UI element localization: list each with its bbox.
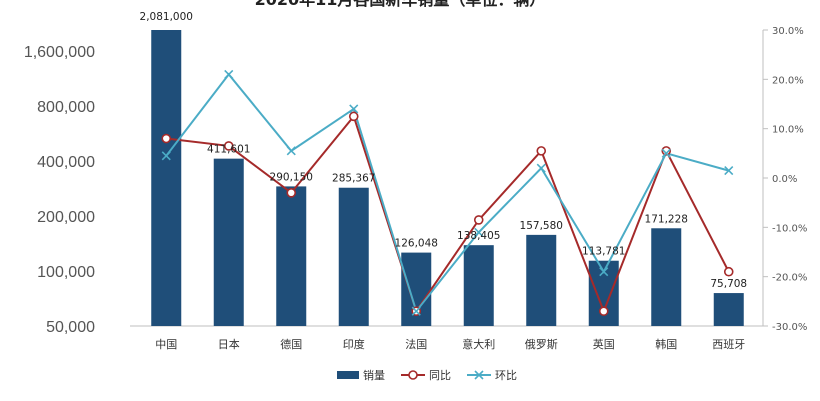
bar [338, 187, 369, 326]
x-tick-label: 中国 [155, 338, 177, 351]
point-marker [724, 166, 734, 176]
x-tick-label: 印度 [343, 337, 365, 351]
point-marker [661, 148, 671, 158]
bar [151, 30, 182, 326]
bar [463, 245, 494, 326]
point-marker [348, 111, 359, 122]
bar [526, 234, 557, 326]
point-marker [598, 306, 609, 317]
bar-data-label: 411,601 [207, 144, 250, 156]
y-right-tick-label: 30.0% [772, 26, 804, 37]
series-line-同比 [166, 114, 730, 314]
x-tick-label: 法国 [405, 337, 427, 351]
legend-label: 销量 [363, 368, 385, 382]
bar [276, 186, 307, 326]
point-marker [599, 267, 609, 277]
point-marker [223, 141, 234, 151]
bar [213, 158, 244, 326]
chart-title: 2020年11月各国新车销量（单位：辆） [255, 0, 546, 9]
y-right-tick-label: 0.0% [772, 174, 797, 185]
y-left-tick-label: 100,000 [37, 264, 95, 281]
point-marker [661, 146, 672, 156]
x-tick-label: 意大利 [462, 337, 495, 351]
y-right-tick-label: 10.0% [772, 125, 804, 136]
bar [713, 293, 744, 326]
bar [651, 228, 682, 326]
bar-data-label: 2,081,000 [140, 11, 193, 23]
series-line-环比 [165, 72, 730, 314]
bar-data-label: 138,405 [457, 230, 500, 242]
y-right-tick-label: -10.0% [772, 223, 807, 234]
bar-data-label: 157,580 [520, 220, 563, 232]
legend-label: 同比 [429, 369, 451, 382]
y-left-tick-label: 50,000 [46, 319, 95, 336]
bar-data-label: 290,150 [270, 171, 313, 183]
point-marker [161, 151, 171, 161]
point-marker [411, 306, 421, 316]
x-tick-label: 西班牙 [712, 338, 745, 351]
x-tick-label: 韩国 [655, 337, 677, 351]
x-tick-label: 日本 [218, 337, 240, 351]
point-marker [536, 163, 546, 173]
point-marker [286, 146, 296, 156]
point-marker [474, 227, 484, 237]
point-marker [473, 215, 484, 225]
legend-item: 同比 [401, 369, 451, 382]
x-tick-label: 德国 [280, 337, 302, 351]
point-marker [224, 69, 234, 79]
x-tick-label: 俄罗斯 [525, 338, 558, 351]
point-marker [161, 133, 172, 144]
y-left-tick-label: 1,600,000 [24, 44, 95, 61]
y-right-tick-label: -20.0% [772, 273, 807, 284]
point-marker [723, 266, 734, 277]
point-marker [536, 146, 547, 156]
bar-data-label: 75,708 [710, 278, 747, 290]
point-marker [349, 104, 359, 114]
y-left-tick-label: 400,000 [37, 154, 95, 171]
legend-item: 销量 [337, 368, 385, 382]
y-right-tick-label: 20.0% [772, 75, 804, 86]
legend-item: 环比 [467, 369, 517, 382]
bar-data-label: 113,781 [582, 246, 625, 258]
bar-data-label: 285,367 [332, 173, 375, 185]
bar-data-label: 171,228 [645, 213, 688, 225]
y-left-tick-label: 800,000 [37, 99, 95, 116]
y-left-tick-label: 200,000 [37, 209, 95, 226]
legend-label: 环比 [495, 369, 517, 382]
x-tick-label: 英国 [593, 337, 615, 351]
legend-swatch [337, 371, 359, 379]
point-marker [286, 188, 297, 198]
y-right-tick-label: -30.0% [772, 322, 807, 333]
bar-data-label: 126,048 [395, 238, 438, 250]
